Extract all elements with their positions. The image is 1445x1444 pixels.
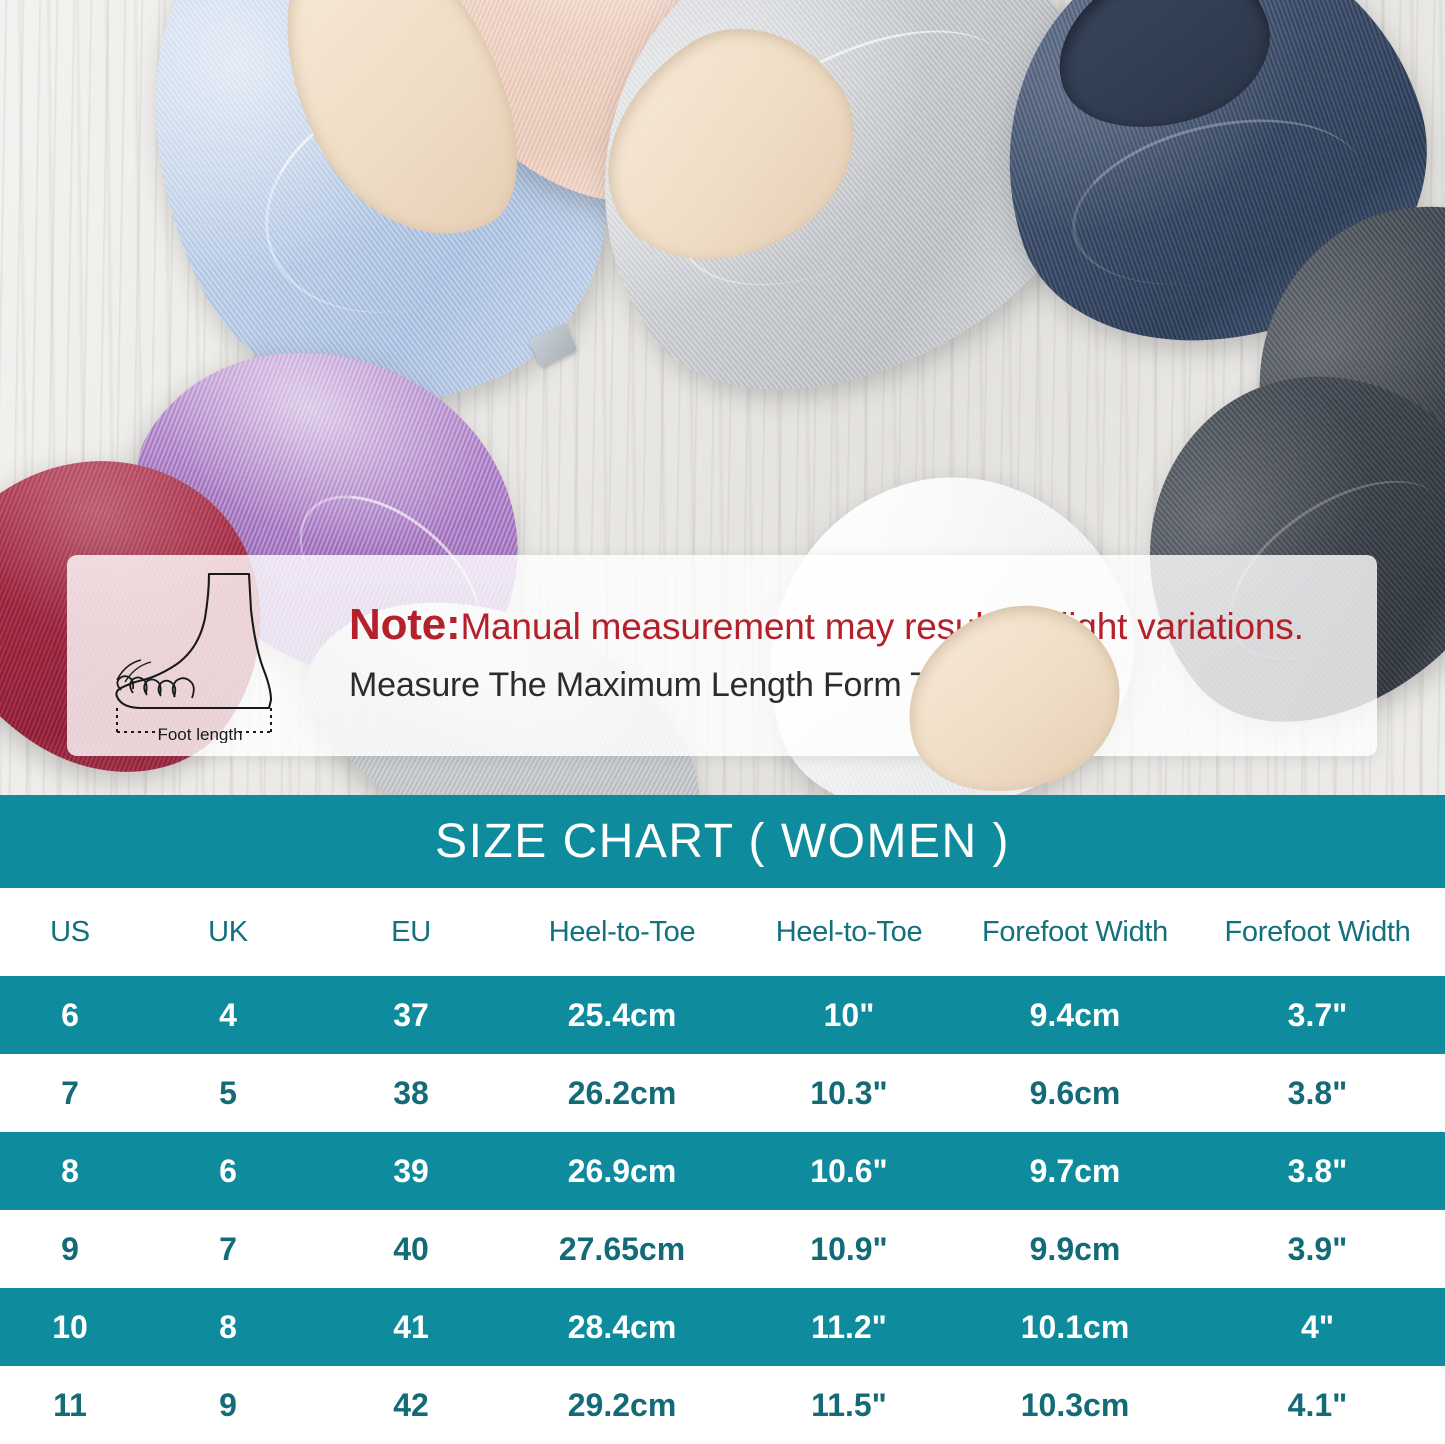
column-header-heel-to-toe-cm: Heel-to-Toe xyxy=(548,915,696,948)
measurement-note-banner: Foot length Note:Manual measurement may … xyxy=(67,555,1377,756)
cell-us: 8 xyxy=(61,1152,79,1189)
cell-forefoot-width-cm: 10.1cm xyxy=(1020,1308,1130,1345)
cell-heel-to-toe-in: 10.3" xyxy=(810,1074,888,1111)
cell-us: 7 xyxy=(61,1074,79,1111)
cell-uk: 8 xyxy=(219,1308,237,1345)
cell-heel-to-toe-in: 11.2" xyxy=(811,1308,887,1345)
table-row: 8 6 39 26.9cm 10.6" 9.7cm 3.8" xyxy=(0,1132,1445,1210)
cell-forefoot-width-in: 4.1" xyxy=(1287,1386,1348,1423)
cell-heel-to-toe-in: 10.9" xyxy=(810,1230,888,1267)
cell-forefoot-width-in: 4" xyxy=(1301,1308,1334,1345)
table-row: 10 8 41 28.4cm 11.2" 10.1cm 4" xyxy=(0,1288,1445,1366)
note-line-1: Note:Manual measurement may result in sl… xyxy=(349,596,1377,653)
cell-forefoot-width-in: 3.9" xyxy=(1287,1230,1348,1267)
cell-forefoot-width-cm: 9.9cm xyxy=(1029,1230,1121,1267)
cell-uk: 4 xyxy=(219,996,237,1033)
cell-heel-to-toe-in: 10.6" xyxy=(810,1152,888,1189)
cell-uk: 5 xyxy=(219,1074,237,1111)
cell-us: 11 xyxy=(53,1386,87,1423)
cell-heel-to-toe-cm: 25.4cm xyxy=(567,996,677,1033)
size-chart-title: SIZE CHART ( WOMEN ) xyxy=(0,795,1445,888)
cell-eu: 37 xyxy=(393,996,429,1033)
cell-heel-to-toe-cm: 27.65cm xyxy=(558,1230,686,1267)
column-header-us: US xyxy=(50,915,90,948)
table-header-row: US UK EU Heel-to-Toe Heel-to-Toe Forefoo… xyxy=(0,888,1445,976)
cell-us: 10 xyxy=(52,1308,88,1345)
cell-forefoot-width-in: 3.8" xyxy=(1287,1152,1348,1189)
cell-forefoot-width-cm: 9.4cm xyxy=(1029,996,1121,1033)
cell-forefoot-width-cm: 10.3cm xyxy=(1020,1386,1130,1423)
column-header-eu: EU xyxy=(391,915,431,948)
cell-us: 9 xyxy=(61,1230,79,1267)
cell-forefoot-width-cm: 9.6cm xyxy=(1029,1074,1121,1111)
table-row: 6 4 37 25.4cm 10" 9.4cm 3.7" xyxy=(0,976,1445,1054)
column-header-forefoot-width-in: Forefoot Width xyxy=(1224,915,1411,948)
note-line-1-text: Manual measurement may result in slight … xyxy=(460,605,1304,647)
size-chart-table: US UK EU Heel-to-Toe Heel-to-Toe Forefoo… xyxy=(0,888,1445,1444)
cell-eu: 42 xyxy=(393,1386,429,1423)
cell-eu: 41 xyxy=(393,1308,429,1345)
cell-uk: 7 xyxy=(219,1230,237,1267)
foot-outline-icon: Foot length xyxy=(115,572,273,743)
cell-us: 6 xyxy=(61,996,79,1033)
cell-uk: 6 xyxy=(219,1152,237,1189)
table-row: 7 5 38 26.2cm 10.3" 9.6cm 3.8" xyxy=(0,1054,1445,1132)
cell-heel-to-toe-cm: 28.4cm xyxy=(567,1308,677,1345)
note-label: Note: xyxy=(349,599,461,649)
note-text-block: Note:Manual measurement may result in sl… xyxy=(331,596,1377,715)
cell-eu: 38 xyxy=(393,1074,429,1111)
cell-forefoot-width-cm: 9.7cm xyxy=(1029,1152,1121,1189)
table-row: 9 7 40 27.65cm 10.9" 9.9cm 3.9" xyxy=(0,1210,1445,1288)
cell-eu: 40 xyxy=(393,1230,429,1267)
cell-heel-to-toe-in: 11.5" xyxy=(811,1386,887,1423)
note-line-2: Measure The Maximum Length Form Toe To H… xyxy=(349,666,1087,705)
cell-forefoot-width-in: 3.7" xyxy=(1287,996,1348,1033)
column-header-uk: UK xyxy=(208,915,248,948)
cell-eu: 39 xyxy=(393,1152,429,1189)
column-header-forefoot-width-cm: Forefoot Width xyxy=(982,915,1168,948)
cell-heel-to-toe-cm: 26.2cm xyxy=(567,1074,677,1111)
cell-heel-to-toe-in: 10" xyxy=(823,996,875,1033)
foot-length-diagram: Foot length xyxy=(81,568,331,743)
cell-uk: 9 xyxy=(219,1386,237,1423)
table-row: 11 9 42 29.2cm 11.5" 10.3cm 4.1" xyxy=(0,1366,1445,1444)
cell-forefoot-width-in: 3.8" xyxy=(1287,1074,1348,1111)
foot-length-label: Foot length xyxy=(157,725,242,743)
column-header-heel-to-toe-in: Heel-to-Toe xyxy=(775,915,923,948)
cell-heel-to-toe-cm: 29.2cm xyxy=(567,1386,677,1423)
cell-heel-to-toe-cm: 26.9cm xyxy=(567,1152,677,1189)
